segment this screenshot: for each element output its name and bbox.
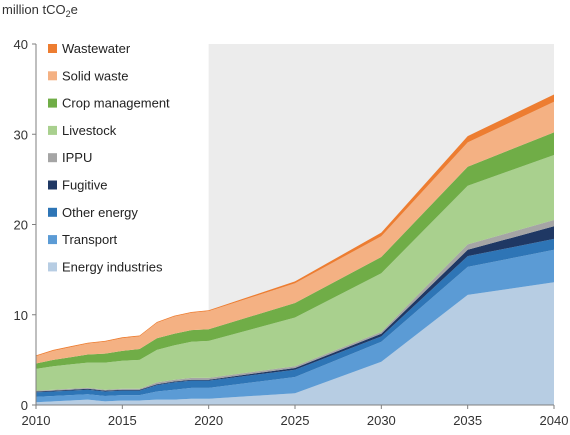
area-wastewater: [36, 94, 554, 357]
y-unit-subscript: 2: [66, 9, 71, 19]
legend-label-ippu: IPPU: [62, 150, 92, 165]
y-axis-unit-label: million tCO2e: [2, 2, 78, 19]
y-unit-tail: e: [71, 2, 78, 17]
legend-swatch-ippu: [48, 153, 57, 163]
y-tick-label: 40: [14, 37, 28, 52]
area-livestock: [36, 155, 554, 391]
area-energy-industries: [36, 282, 554, 405]
x-tick-group: 2010 2015 2020 2025 2030 2035 2040: [22, 405, 569, 428]
area-series-group: [36, 94, 554, 405]
y-tick-label: 0: [21, 398, 28, 413]
legend-swatch-livestock: [48, 125, 57, 135]
legend-swatch-wastewater: [48, 44, 57, 53]
legend-swatch-solid-waste: [48, 71, 57, 81]
legend-label-solid-waste: Solid waste: [62, 68, 128, 83]
legend-swatch-energy-industries: [48, 262, 57, 272]
y-tick-label: 10: [14, 308, 28, 323]
legend-swatch-transport: [48, 235, 57, 245]
area-other-energy: [36, 238, 554, 397]
legend-label-fugitive: Fugitive: [62, 178, 108, 193]
legend-swatch-crop-management: [48, 98, 57, 108]
area-crop-management: [36, 132, 554, 369]
area-fugitive: [36, 226, 554, 393]
legend-label-livestock: Livestock: [62, 123, 117, 138]
legend: Wastewater Solid waste Crop management Live…: [48, 41, 170, 274]
legend-label-crop-management: Crop management: [62, 96, 170, 111]
x-tick-label: 2025: [281, 413, 310, 428]
area-transport: [36, 249, 554, 403]
y-tick-label: 20: [14, 218, 28, 233]
y-tick-group: 0 10 20 30 40: [14, 37, 36, 413]
legend-swatch-fugitive: [48, 180, 57, 190]
legend-label-wastewater: Wastewater: [62, 41, 131, 56]
x-tick-label: 2035: [453, 413, 482, 428]
legend-swatch-other-energy: [48, 207, 57, 217]
x-tick-label: 2020: [194, 413, 223, 428]
x-tick-label: 2015: [108, 413, 137, 428]
legend-label-energy-industries: Energy industries: [62, 259, 163, 274]
y-unit-main: million tCO: [2, 2, 66, 17]
legend-label-other-energy: Other energy: [62, 205, 138, 220]
area-solid-waste: [36, 101, 554, 364]
area-ippu: [36, 220, 554, 392]
y-tick-label: 30: [14, 127, 28, 142]
x-tick-label: 2030: [367, 413, 396, 428]
legend-label-transport: Transport: [62, 232, 118, 247]
x-tick-label: 2010: [22, 413, 51, 428]
x-tick-label: 2040: [540, 413, 569, 428]
